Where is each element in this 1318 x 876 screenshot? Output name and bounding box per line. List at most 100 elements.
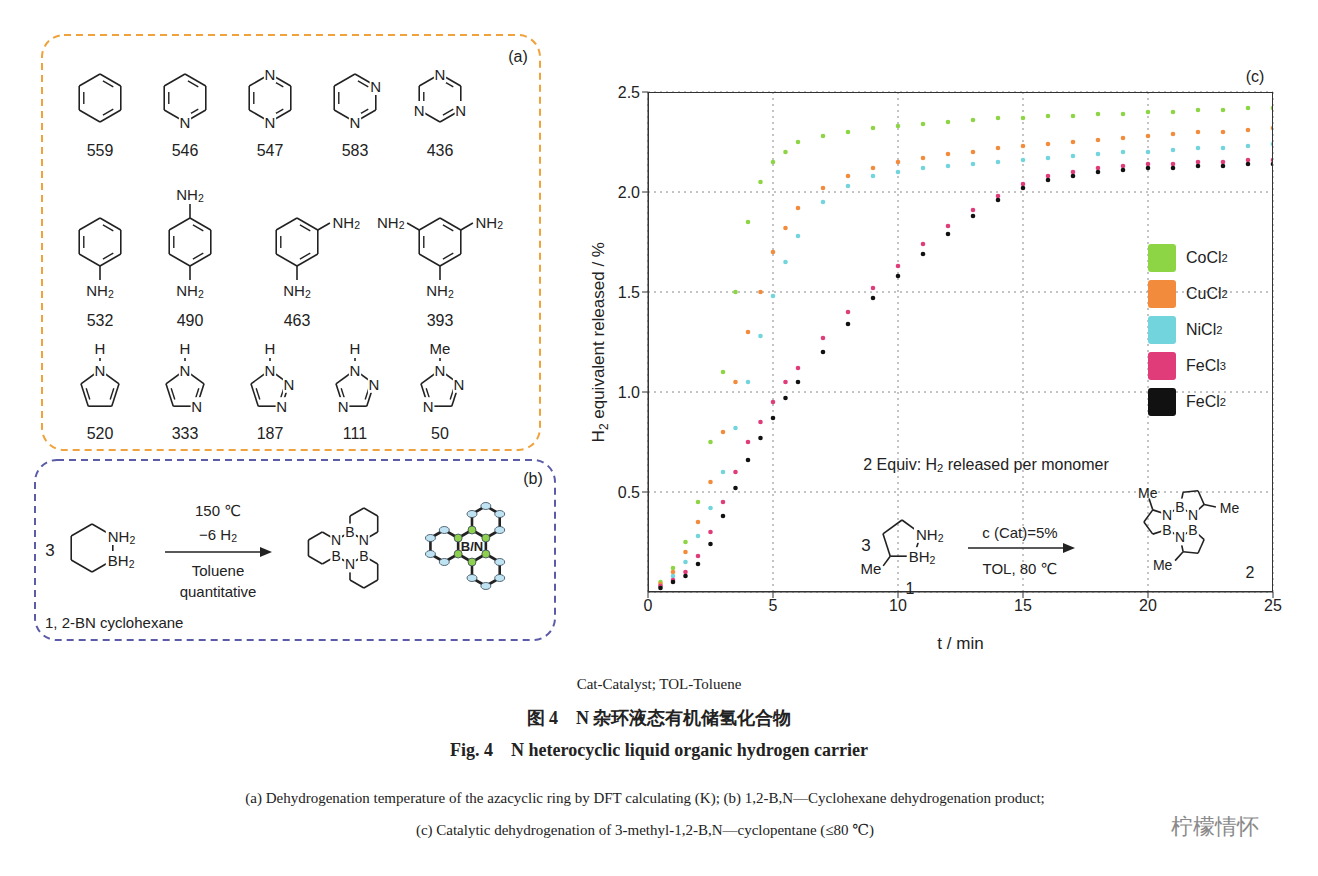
svg-text:NH2: NH2 bbox=[86, 282, 114, 300]
svg-text:N: N bbox=[265, 66, 276, 83]
svg-text:N: N bbox=[454, 375, 465, 392]
svg-text:NH2: NH2 bbox=[426, 282, 454, 300]
svg-text:Toluene: Toluene bbox=[192, 562, 245, 579]
svg-text:Me: Me bbox=[430, 340, 451, 357]
svg-text:B: B bbox=[1188, 522, 1197, 538]
svg-text:0.5: 0.5 bbox=[618, 484, 640, 501]
svg-text:1: 1 bbox=[906, 580, 915, 597]
svg-text:15: 15 bbox=[1014, 597, 1032, 614]
svg-text:(a) Dehydrogenation temperatur: (a) Dehydrogenation temperature of the a… bbox=[245, 790, 1044, 807]
svg-text:Me: Me bbox=[1220, 500, 1240, 516]
svg-text:N: N bbox=[435, 362, 446, 379]
svg-text:N: N bbox=[284, 375, 295, 392]
svg-text:3: 3 bbox=[861, 536, 870, 555]
svg-text:0: 0 bbox=[644, 597, 653, 614]
svg-text:N: N bbox=[359, 532, 369, 548]
svg-text:1.0: 1.0 bbox=[618, 384, 640, 401]
svg-text:547: 547 bbox=[257, 142, 284, 159]
svg-text:B: B bbox=[1162, 522, 1171, 538]
svg-text:583: 583 bbox=[342, 142, 369, 159]
svg-text:393: 393 bbox=[427, 312, 454, 329]
svg-text:N: N bbox=[350, 362, 361, 379]
svg-text:10: 10 bbox=[889, 597, 907, 614]
svg-text:NH2: NH2 bbox=[176, 186, 204, 204]
svg-text:N: N bbox=[276, 398, 287, 415]
svg-text:NH2: NH2 bbox=[377, 213, 405, 231]
svg-text:(c) Catalytic dehydrogenation: (c) Catalytic dehydrogenation of 3-methy… bbox=[416, 822, 874, 839]
svg-text:532: 532 bbox=[87, 312, 114, 329]
svg-text:(a): (a) bbox=[508, 48, 528, 65]
svg-text:NH2: NH2 bbox=[333, 213, 361, 231]
svg-text:Me: Me bbox=[861, 560, 882, 577]
svg-text:B: B bbox=[331, 548, 340, 564]
svg-text:NH2: NH2 bbox=[108, 528, 136, 546]
svg-text:20: 20 bbox=[1139, 597, 1157, 614]
svg-text:c (Cat)=5%: c (Cat)=5% bbox=[982, 524, 1057, 541]
svg-text:N: N bbox=[265, 114, 276, 131]
svg-text:quantitative: quantitative bbox=[180, 583, 257, 600]
svg-text:N: N bbox=[331, 532, 341, 548]
svg-text:N: N bbox=[180, 114, 191, 131]
svg-text:BH2: BH2 bbox=[108, 552, 135, 570]
svg-text:333: 333 bbox=[172, 425, 199, 442]
svg-text:111: 111 bbox=[343, 425, 367, 442]
svg-text:B/N: B/N bbox=[461, 539, 483, 554]
svg-text:3: 3 bbox=[45, 541, 54, 560]
svg-text:H: H bbox=[180, 340, 191, 357]
svg-text:N: N bbox=[1188, 507, 1198, 523]
svg-text:Me: Me bbox=[1153, 557, 1173, 573]
svg-text:Fig. 4 N heterocyclic liquid o: Fig. 4 N heterocyclic liquid organic hyd… bbox=[450, 740, 868, 760]
svg-text:25: 25 bbox=[1264, 597, 1282, 614]
svg-text:N: N bbox=[370, 78, 381, 95]
svg-text:2.5: 2.5 bbox=[618, 84, 640, 101]
svg-text:N: N bbox=[455, 102, 466, 119]
svg-text:520: 520 bbox=[87, 425, 114, 442]
svg-text:490: 490 bbox=[177, 312, 204, 329]
svg-text:N: N bbox=[369, 375, 380, 392]
svg-text:436: 436 bbox=[427, 142, 454, 159]
svg-text:H: H bbox=[95, 340, 106, 357]
svg-text:BH2: BH2 bbox=[909, 548, 936, 566]
svg-text:N: N bbox=[1175, 529, 1185, 545]
svg-text:图 4 N 杂环液态有机储氢化合物: 图 4 N 杂环液态有机储氢化合物 bbox=[527, 708, 792, 728]
svg-text:NH2: NH2 bbox=[176, 282, 204, 300]
svg-text:N: N bbox=[1162, 507, 1172, 523]
svg-text:Cat-Catalyst; TOL-Toluene: Cat-Catalyst; TOL-Toluene bbox=[577, 676, 742, 692]
svg-text:1.5: 1.5 bbox=[618, 284, 640, 301]
svg-text:N: N bbox=[350, 114, 361, 131]
svg-text:N: N bbox=[191, 398, 202, 415]
svg-text:柠檬情怀: 柠檬情怀 bbox=[1171, 814, 1259, 839]
svg-text:2 Equiv: H2 released per monom: 2 Equiv: H2 released per monomer bbox=[863, 456, 1109, 475]
svg-text:−6 H2: −6 H2 bbox=[199, 526, 237, 544]
svg-text:463: 463 bbox=[284, 312, 311, 329]
svg-text:NH2: NH2 bbox=[916, 525, 944, 543]
svg-text:150 ℃: 150 ℃ bbox=[195, 502, 241, 519]
svg-text:B: B bbox=[345, 524, 354, 540]
svg-text:N: N bbox=[180, 362, 191, 379]
svg-text:1, 2-BN cyclohexane: 1, 2-BN cyclohexane bbox=[45, 614, 183, 631]
svg-text:(b): (b) bbox=[523, 470, 543, 487]
svg-text:N: N bbox=[345, 556, 355, 572]
svg-text:N: N bbox=[435, 66, 446, 83]
svg-text:5: 5 bbox=[769, 597, 778, 614]
svg-text:N: N bbox=[265, 362, 276, 379]
svg-text:N: N bbox=[95, 362, 106, 379]
svg-text:N: N bbox=[338, 398, 349, 415]
svg-text:N: N bbox=[423, 398, 434, 415]
svg-text:187: 187 bbox=[257, 425, 284, 442]
svg-text:546: 546 bbox=[172, 142, 199, 159]
svg-text:Me: Me bbox=[1138, 485, 1158, 501]
svg-text:2.0: 2.0 bbox=[618, 184, 640, 201]
svg-text:50: 50 bbox=[431, 425, 449, 442]
svg-text:H: H bbox=[265, 340, 276, 357]
svg-text:NH2: NH2 bbox=[283, 282, 311, 300]
svg-text:H: H bbox=[350, 340, 361, 357]
svg-text:NH2: NH2 bbox=[476, 213, 504, 231]
svg-text:B: B bbox=[359, 548, 368, 564]
svg-text:B: B bbox=[1175, 499, 1184, 515]
svg-text:(c): (c) bbox=[1246, 68, 1265, 85]
svg-text:N: N bbox=[414, 102, 425, 119]
svg-text:559: 559 bbox=[87, 142, 114, 159]
svg-text:2: 2 bbox=[1246, 564, 1255, 581]
svg-text:TOL, 80 ℃: TOL, 80 ℃ bbox=[983, 560, 1058, 577]
